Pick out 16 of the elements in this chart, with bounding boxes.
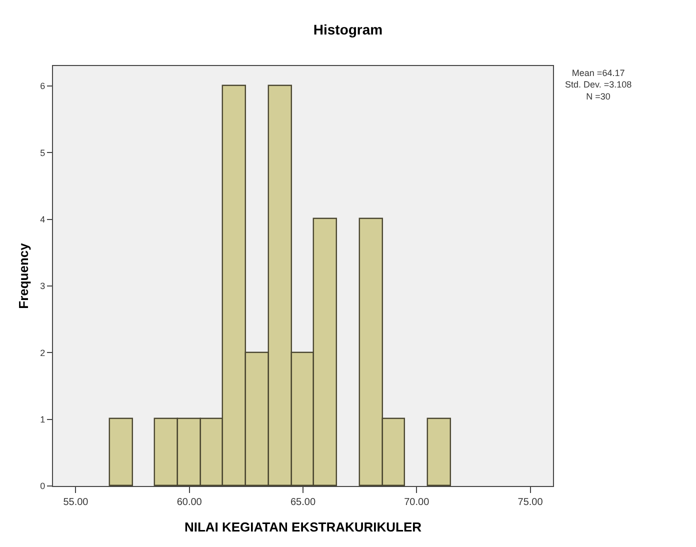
- y-axis-title: Frequency: [16, 242, 32, 309]
- x-axis-title: NILAI KEGIATAN EKSTRAKURIKULER: [184, 520, 422, 535]
- x-tick-label: 75.00: [518, 497, 544, 508]
- y-tick-label: 3: [40, 281, 46, 292]
- y-tick-label: 0: [40, 481, 46, 492]
- y-tick-label: 2: [40, 348, 46, 358]
- y-tick-label: 5: [40, 148, 46, 158]
- y-tick-label: 6: [40, 81, 46, 92]
- x-tick-label: 70.00: [404, 497, 430, 508]
- text: Mean =64.17 Std. Dev. =3.108 N =30: [565, 68, 632, 102]
- x-tick-label: 60.00: [176, 497, 202, 508]
- chart-title: Histogram: [313, 21, 383, 38]
- y-tick-label: 1: [40, 414, 46, 424]
- y-tick-label: 4: [40, 214, 46, 224]
- x-tick-label: 65.00: [290, 497, 316, 508]
- x-tick-label: 55.00: [63, 497, 89, 508]
